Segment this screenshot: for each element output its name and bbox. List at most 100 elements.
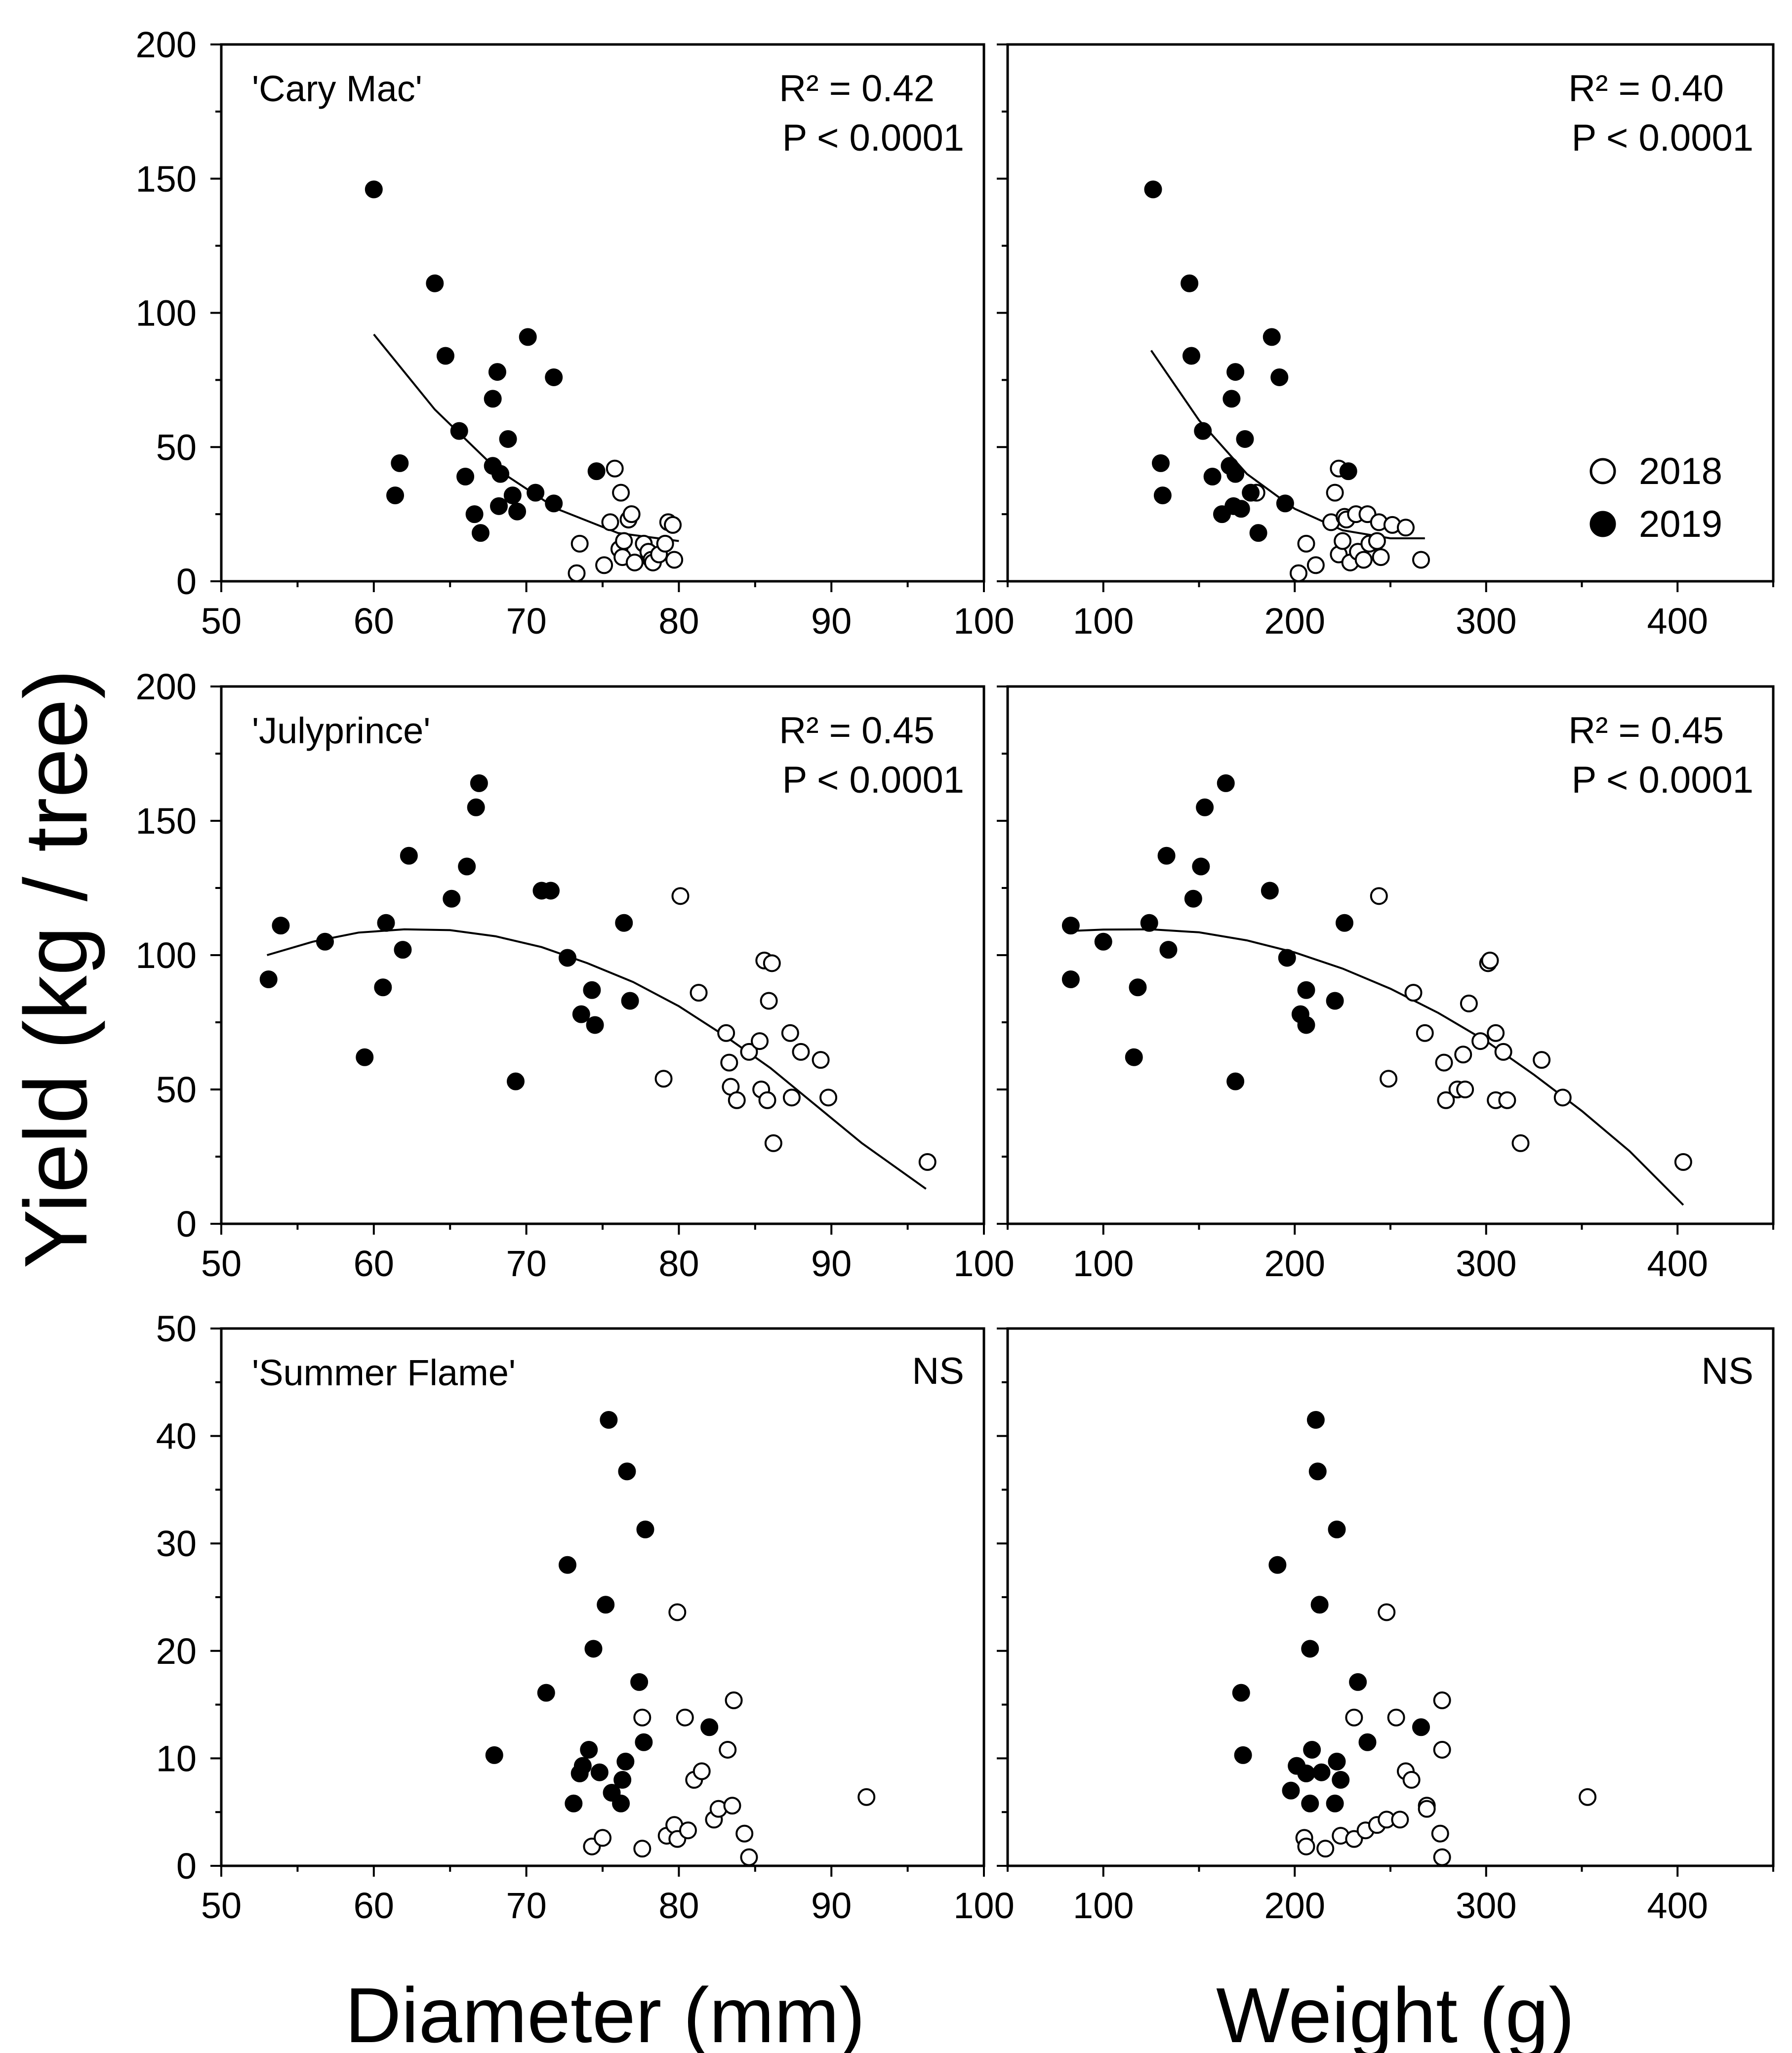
point-2019 bbox=[1303, 1740, 1321, 1759]
point-2019 bbox=[1310, 1596, 1329, 1614]
point-2019 bbox=[1326, 992, 1344, 1010]
point-2019 bbox=[490, 497, 508, 515]
x-tick-label: 200 bbox=[1264, 601, 1325, 642]
point-2018 bbox=[601, 513, 619, 531]
x-tick-label: 400 bbox=[1647, 1243, 1708, 1284]
stat-r2: R² = 0.42 bbox=[779, 68, 935, 110]
panel-julyprince-weight: 100 200 300 400 R² = 0.45 P < 0.0001 bbox=[997, 685, 1775, 1284]
x-tick-label: 70 bbox=[506, 601, 546, 642]
point-2018 bbox=[1391, 1811, 1409, 1829]
x-tick-label: 90 bbox=[811, 1885, 852, 1926]
point-2018 bbox=[1553, 1088, 1572, 1107]
point-2019 bbox=[484, 390, 502, 408]
point-2019 bbox=[1236, 430, 1254, 448]
point-2018 bbox=[664, 516, 682, 534]
x-tick-label: 50 bbox=[201, 1243, 242, 1284]
point-2018 bbox=[812, 1051, 830, 1069]
point-2018 bbox=[1297, 534, 1315, 553]
point-2018 bbox=[1431, 1824, 1449, 1843]
point-2019 bbox=[1332, 1771, 1350, 1789]
point-2019 bbox=[1144, 180, 1162, 199]
point-2018 bbox=[692, 1762, 711, 1780]
y-tick-label: 0 bbox=[176, 561, 197, 602]
point-2018 bbox=[1433, 1848, 1451, 1866]
point-2019 bbox=[259, 970, 278, 988]
point-2019 bbox=[1328, 1752, 1346, 1771]
x-tick-label: 70 bbox=[506, 1885, 546, 1926]
point-2018 bbox=[1368, 532, 1386, 550]
point-2019 bbox=[456, 468, 475, 486]
point-2018 bbox=[1487, 1024, 1505, 1042]
point-2019 bbox=[615, 914, 633, 932]
point-2018 bbox=[1674, 1153, 1692, 1171]
point-2019 bbox=[583, 981, 601, 999]
point-2019 bbox=[499, 430, 517, 448]
point-2018 bbox=[1345, 1708, 1363, 1727]
point-2019 bbox=[1192, 857, 1210, 876]
stat-ns: NS bbox=[1701, 1350, 1753, 1392]
x-tick-label: 60 bbox=[354, 1885, 394, 1926]
point-2018 bbox=[1418, 1800, 1436, 1818]
point-2019 bbox=[503, 486, 522, 505]
point-2018 bbox=[1378, 1603, 1396, 1621]
point-2019 bbox=[508, 502, 527, 521]
x-tick-label: 60 bbox=[354, 1243, 394, 1284]
point-2018 bbox=[728, 1091, 746, 1109]
x-tick-label: 50 bbox=[201, 601, 242, 642]
point-2018 bbox=[1511, 1134, 1530, 1152]
point-2018 bbox=[633, 1708, 652, 1727]
point-2018 bbox=[1402, 1771, 1421, 1789]
x-tick-label: 400 bbox=[1647, 601, 1708, 642]
point-2019 bbox=[565, 1794, 583, 1812]
point-2019 bbox=[488, 363, 506, 381]
point-2019 bbox=[485, 1746, 503, 1764]
point-2019 bbox=[1276, 494, 1294, 513]
point-2019 bbox=[1249, 524, 1267, 542]
point-2019 bbox=[612, 1794, 630, 1812]
x-tick-label: 300 bbox=[1456, 1243, 1516, 1284]
point-2018 bbox=[1412, 551, 1430, 569]
point-2018 bbox=[740, 1043, 758, 1061]
point-2018 bbox=[668, 1603, 687, 1621]
point-2019 bbox=[580, 1740, 598, 1759]
y-tick-label: 40 bbox=[156, 1416, 197, 1457]
point-2019 bbox=[1217, 774, 1235, 792]
panel-summer-flame-diameter: 50 60 70 80 90 100 0 10 20 30 40 50 'Summer Flame' NS bbox=[156, 1308, 1015, 1926]
point-2018 bbox=[760, 992, 778, 1010]
point-2019 bbox=[587, 462, 606, 481]
stat-p: P < 0.0001 bbox=[782, 759, 964, 801]
point-2019 bbox=[394, 941, 412, 959]
point-2019 bbox=[443, 889, 461, 908]
point-2019 bbox=[537, 1684, 555, 1702]
x-tick-label: 400 bbox=[1647, 1885, 1708, 1926]
x-tick-label: 100 bbox=[953, 1243, 1014, 1284]
point-2019 bbox=[491, 465, 510, 483]
legend-marker-filled bbox=[1589, 511, 1616, 537]
point-2018 bbox=[792, 1043, 810, 1061]
point-2019 bbox=[590, 1763, 609, 1781]
panel-summer-flame-weight: 100 200 300 400 NS bbox=[997, 1327, 1775, 1926]
y-tick-label: 20 bbox=[156, 1631, 197, 1672]
point-2019 bbox=[545, 494, 563, 513]
x-tick-label: 100 bbox=[953, 1885, 1014, 1926]
point-2018 bbox=[1404, 984, 1423, 1002]
point-2018 bbox=[751, 1032, 769, 1050]
point-2019 bbox=[584, 1640, 603, 1658]
point-2018 bbox=[723, 1797, 741, 1815]
x-tick-label: 100 bbox=[1073, 1243, 1134, 1284]
y-tick-label: 200 bbox=[136, 24, 197, 65]
x-tick-label: 100 bbox=[953, 601, 1014, 642]
point-2019 bbox=[1301, 1640, 1319, 1658]
point-2019 bbox=[600, 1410, 618, 1429]
point-2018 bbox=[758, 1091, 776, 1109]
point-2018 bbox=[764, 1134, 782, 1152]
y-tick-label: 150 bbox=[136, 159, 197, 200]
point-2018 bbox=[1334, 532, 1352, 550]
x-tick-label: 70 bbox=[506, 1243, 546, 1284]
point-2019 bbox=[391, 454, 409, 472]
point-2019 bbox=[1308, 1462, 1327, 1481]
point-2019 bbox=[558, 949, 576, 967]
point-2018 bbox=[1380, 1070, 1398, 1088]
point-2018 bbox=[1481, 951, 1499, 969]
